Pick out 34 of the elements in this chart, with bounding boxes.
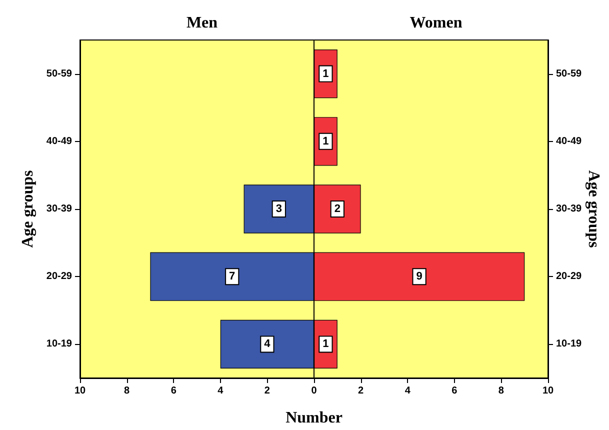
x-tick-label: 2: [264, 386, 270, 396]
data-label: 3: [276, 203, 282, 215]
y-tick-label: 20-29: [46, 271, 72, 282]
y-tick-label: 30-39: [556, 204, 582, 214]
data-label: 1: [322, 135, 329, 148]
chart-title: Women: [410, 14, 462, 32]
x-tick-label: 4: [404, 386, 411, 396]
y-tick-label: 20-29: [556, 271, 582, 282]
x-tick-label: 0: [311, 386, 318, 396]
y-tick-label: 40-49: [556, 136, 582, 147]
y-axis-title: Age groups: [20, 170, 36, 248]
data-label: 7: [229, 270, 236, 283]
y-tick-label: 50-59: [46, 68, 72, 80]
chart-title: Men: [186, 14, 218, 32]
data-label: 2: [334, 203, 340, 215]
x-tick-label: 10: [74, 386, 86, 396]
y-tick-label: 10-19: [556, 338, 582, 350]
data-label: 9: [416, 270, 422, 283]
y-tick-label: 40-49: [46, 136, 72, 147]
x-tick-label: 8: [124, 386, 130, 396]
data-label: 1: [322, 68, 329, 80]
x-tick-label: 4: [218, 386, 224, 396]
x-tick-label: 6: [452, 386, 458, 396]
x-tick-label: 2: [358, 386, 364, 396]
data-label: 4: [264, 338, 272, 350]
x-tick-label: 10: [542, 386, 554, 396]
y-axis-title: Age groups: [584, 170, 602, 248]
y-tick-label: 10-19: [46, 338, 72, 350]
x-tick-label: 8: [498, 386, 504, 396]
x-tick-label: 6: [170, 386, 177, 396]
y-tick-label: 30-39: [46, 204, 72, 214]
data-label: 1: [322, 338, 329, 350]
x-axis-title: Number: [286, 410, 342, 426]
y-tick-label: 50-59: [556, 68, 582, 80]
